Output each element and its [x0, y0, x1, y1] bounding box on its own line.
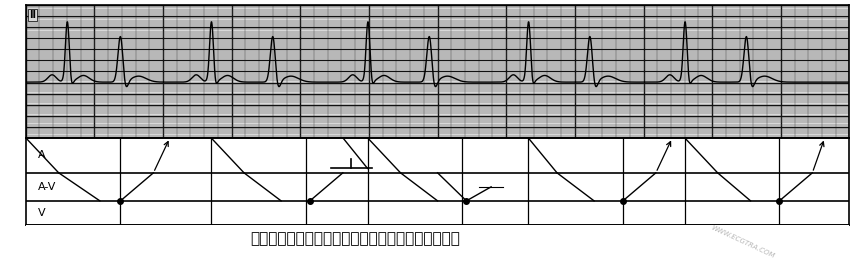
Text: A-V: A-V [38, 182, 57, 192]
Text: II: II [29, 11, 36, 20]
Text: WWW.ECGTRA.COM: WWW.ECGTRA.COM [710, 224, 775, 258]
Text: A: A [38, 150, 45, 160]
Text: V: V [38, 208, 45, 218]
Text: 高位室性早搏二联律、有时伴逆传心房及房性融合波: 高位室性早搏二联律、有时伴逆传心房及房性融合波 [251, 231, 460, 246]
